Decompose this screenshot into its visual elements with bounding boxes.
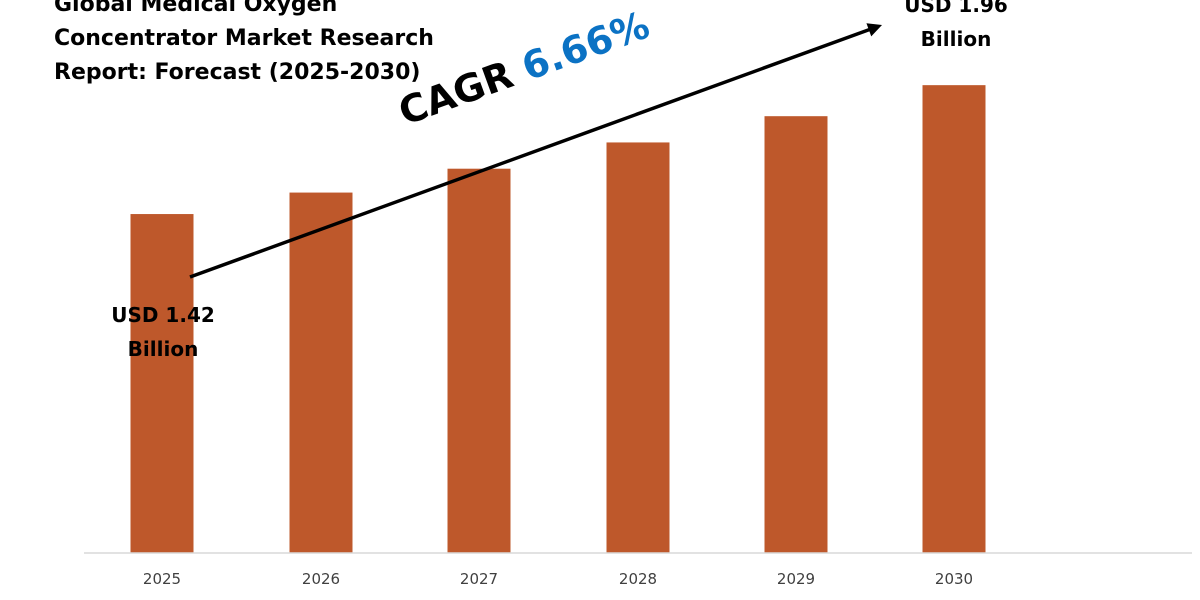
- chart-title-line-3: Report: Forecast (2025-2030): [54, 60, 421, 85]
- bar-2030: [922, 85, 986, 553]
- value-label-2025-line-2: Billion: [127, 337, 199, 361]
- bar-2025: [130, 214, 194, 553]
- bar-2028: [606, 142, 670, 553]
- growth-arrow-head: [866, 23, 882, 37]
- bar-2027: [447, 168, 511, 553]
- chart-title: Global Medical Oxygen Concentrator Marke…: [54, 0, 474, 90]
- value-label-2025-line-1: USD 1.42: [111, 303, 215, 327]
- x-axis-tick-labels: 2025 2026 2027 2028 2029 2030: [143, 570, 973, 588]
- value-label-2025: USD 1.42 Billion: [92, 298, 234, 366]
- x-tick-label-2030: 2030: [935, 570, 973, 588]
- value-label-2030-line-2: Billion: [920, 27, 992, 51]
- x-tick-label-2026: 2026: [302, 570, 340, 588]
- growth-arrow-shaft: [189, 26, 873, 279]
- bar-group: [130, 85, 986, 554]
- growth-arrow: [189, 23, 882, 279]
- bar-2029: [764, 116, 828, 554]
- x-tick-label-2028: 2028: [619, 570, 657, 588]
- chart-title-line-1: Global Medical Oxygen: [54, 0, 338, 17]
- value-label-2030-line-1: USD 1.96: [904, 0, 1008, 17]
- chart-title-line-2: Concentrator Market Research: [54, 26, 434, 51]
- x-tick-label-2025: 2025: [143, 570, 181, 588]
- x-tick-label-2027: 2027: [460, 570, 498, 588]
- x-tick-label-2029: 2029: [777, 570, 815, 588]
- value-label-2030: USD 1.96 Billion: [888, 0, 1024, 56]
- bar-2026: [289, 192, 353, 553]
